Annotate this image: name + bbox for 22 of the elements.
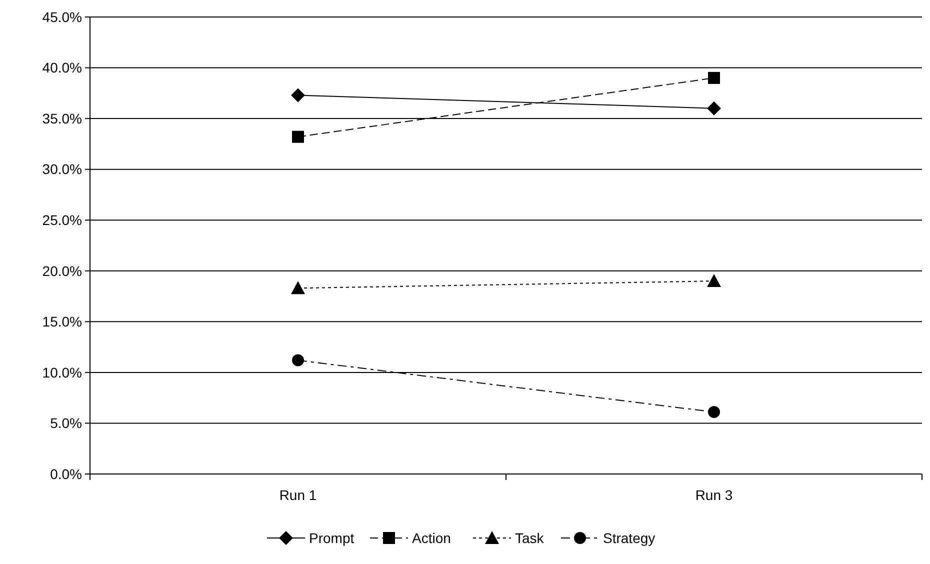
y-tick-label: 5.0%	[50, 415, 82, 432]
point	[291, 88, 305, 102]
point	[292, 354, 304, 366]
point	[708, 406, 720, 418]
y-tick-label: 0.0%	[50, 466, 82, 482]
legend-label: Task	[515, 530, 545, 546]
y-tick-label: 20.0%	[42, 262, 82, 279]
y-tick-label: 35.0%	[42, 110, 82, 126]
y-tick-label: 45.0%	[42, 8, 82, 25]
x-tick-label: Run 1	[279, 487, 317, 503]
x-tick-label: Run 3	[695, 487, 733, 503]
y-tick-label: 10.0%	[42, 364, 82, 380]
y-tick-label: 30.0%	[42, 161, 82, 178]
legend-label: Action	[412, 530, 451, 546]
point	[708, 72, 720, 84]
y-tick-label: 25.0%	[42, 212, 82, 228]
y-tick-label: 15.0%	[42, 314, 82, 330]
legend-label: Strategy	[603, 530, 656, 546]
y-tick-label: 40.0%	[42, 60, 82, 76]
point	[292, 130, 304, 143]
point	[707, 101, 721, 116]
legend-label: Prompt	[309, 530, 354, 546]
